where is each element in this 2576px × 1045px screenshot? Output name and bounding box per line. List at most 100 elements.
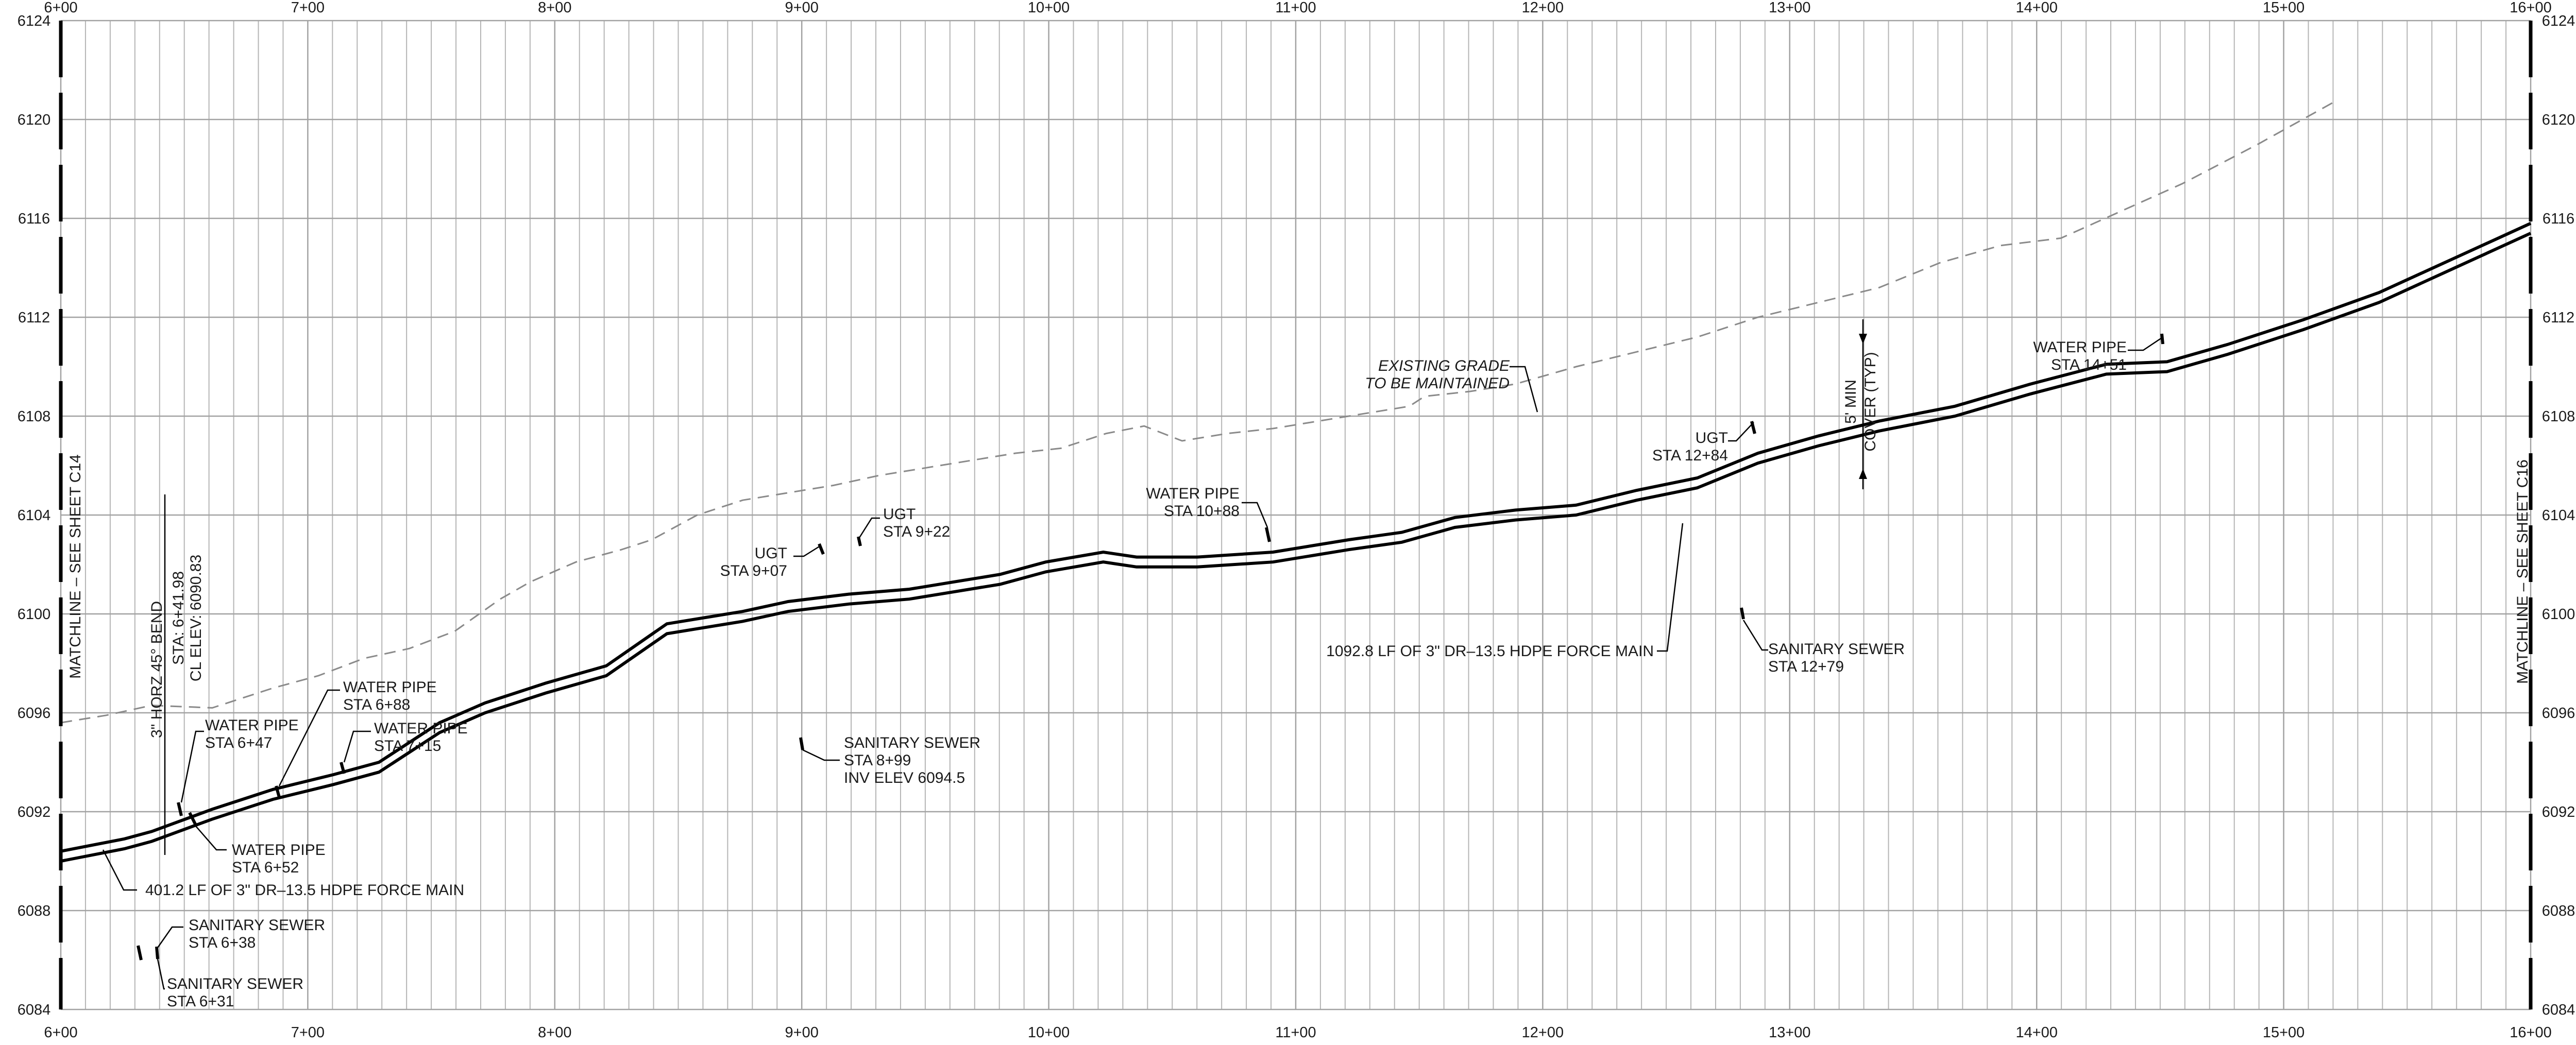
- label-water-pipe-14-51-line: WATER PIPE: [2033, 339, 2127, 356]
- leader-water-pipe-7-15: [343, 730, 371, 763]
- bend-label-details-line: CL ELEV: 6090.83: [188, 555, 205, 681]
- marker-sanitary-sewer-12-79: [1740, 607, 1745, 620]
- y-tick-label-right: 6124: [2542, 13, 2575, 29]
- x-tick-label-top: 15+00: [2263, 0, 2304, 16]
- series-existing-grade: [60, 101, 2334, 724]
- leader-sanitary-sewer-6-38: [157, 926, 183, 948]
- label-sanitary-sewer-8-99-line: INV ELEV 6094.5: [844, 769, 965, 786]
- matchline-right-label: MATCHLINE – SEE SHEET C16: [2514, 459, 2531, 684]
- leader-ugt-9-07: [793, 545, 821, 557]
- x-tick-label-top: 8+00: [538, 0, 571, 16]
- y-tick-label-right: 6104: [2542, 507, 2575, 524]
- label-water-pipe-7-15: WATER PIPE STA 7+15: [374, 720, 468, 755]
- y-tick-label-left: 6112: [18, 310, 50, 326]
- label-existing-grade-line: EXISTING GRADE: [1378, 357, 1510, 374]
- leader-water-pipe-14-51: [2128, 337, 2162, 351]
- label-water-pipe-10-88-line: STA 10+88: [1164, 503, 1240, 520]
- leader-water-pipe-6-52: [195, 826, 227, 851]
- leader-sanitary-sewer-6-31: [157, 958, 165, 990]
- marker-water-pipe-7-15: [340, 762, 346, 774]
- matchlines: [59, 21, 2533, 1009]
- label-water-pipe-6-52-line: STA 6+52: [232, 859, 299, 876]
- label-force-main-2: 1092.8 LF OF 3" DR–13.5 HDPE FORCE MAIN: [1326, 643, 1654, 660]
- y-tick-label-right: 6112: [2543, 310, 2574, 326]
- x-tick-label-bottom: 16+00: [2510, 1024, 2551, 1041]
- label-existing-grade-line: TO BE MAINTAINED: [1365, 375, 1510, 392]
- x-tick-label-bottom: 13+00: [1769, 1024, 1810, 1041]
- y-tick-label-left: 6084: [18, 1002, 51, 1018]
- label-water-pipe-14-51: WATER PIPE STA 14+51: [2033, 339, 2127, 373]
- label-water-pipe-6-47: WATER PIPE STA 6+47: [205, 717, 299, 751]
- label-sanitary-sewer-6-38-line: STA 6+38: [189, 934, 256, 951]
- matchline-left-label-line: MATCHLINE – SEE SHEET C14: [67, 454, 84, 679]
- y-tick-label-left: 6088: [18, 903, 51, 919]
- label-min-cover-1-line: 5' MIN: [1842, 380, 1859, 424]
- marker-sanitary-sewer-8-99: [799, 737, 804, 750]
- label-sanitary-sewer-12-79: SANITARY SEWER STA 12+79: [1768, 641, 1905, 675]
- marker-water-pipe-6-88: [275, 785, 281, 798]
- marker-water-pipe-10-88: [1265, 527, 1271, 542]
- y-tick-label-right: 6096: [2542, 705, 2575, 722]
- x-tick-label-bottom: 8+00: [538, 1024, 571, 1041]
- matchline-right-label-line: MATCHLINE – SEE SHEET C16: [2514, 459, 2531, 684]
- y-tick-label-left: 6100: [18, 606, 51, 623]
- x-tick-label-top: 13+00: [1769, 0, 1810, 16]
- marker-ugt-9-22: [857, 536, 862, 546]
- x-tick-label-bottom: 6+00: [44, 1024, 77, 1041]
- label-ugt-9-07: UGT STA 9+07: [720, 545, 787, 579]
- marker-water-pipe-14-51: [2160, 333, 2164, 345]
- label-min-cover-2-line: COVER (TYP): [1862, 352, 1879, 451]
- marker-water-pipe-6-47: [177, 802, 183, 816]
- label-water-pipe-10-88: WATER PIPE STA 10+88: [1146, 485, 1240, 520]
- y-tick-label-left: 6092: [18, 804, 51, 820]
- label-water-pipe-6-47-line: WATER PIPE: [205, 717, 299, 734]
- label-sanitary-sewer-6-31-line: SANITARY SEWER: [167, 975, 303, 992]
- y-tick-label-right: 6120: [2542, 112, 2575, 128]
- label-sanitary-sewer-6-31: SANITARY SEWER STA 6+31: [167, 975, 303, 1010]
- x-tick-label-top: 9+00: [785, 0, 819, 16]
- marker-sanitary-sewer-6-38: [137, 945, 143, 961]
- x-tick-label-bottom: 14+00: [2015, 1024, 2057, 1041]
- bend-label-title: 3" HORZ 45° BEND: [148, 601, 165, 738]
- x-tick-label-top: 14+00: [2015, 0, 2057, 16]
- min-cover-arrow-top: [1859, 334, 1867, 344]
- leader-water-pipe-6-88: [278, 689, 340, 786]
- y-tick-label-right: 6108: [2542, 408, 2575, 425]
- bend-label-details-line: STA: 6+41.98: [170, 571, 187, 665]
- x-tick-label-top: 6+00: [44, 0, 77, 16]
- leader-force-main-2: [1657, 523, 1684, 652]
- label-water-pipe-6-88-line: WATER PIPE: [343, 679, 437, 696]
- label-sanitary-sewer-8-99-line: STA 8+99: [844, 752, 911, 769]
- label-ugt-12-84-line: UGT: [1696, 430, 1728, 447]
- x-tick-label-top: 10+00: [1028, 0, 1070, 16]
- leader-sanitary-sewer-12-79: [1742, 620, 1768, 651]
- leader-ugt-12-84: [1728, 422, 1754, 442]
- label-min-cover-1: 5' MIN: [1842, 380, 1859, 424]
- label-water-pipe-7-15-line: STA 7+15: [374, 738, 441, 755]
- y-tick-label-left: 6108: [18, 408, 51, 425]
- label-sanitary-sewer-8-99-line: SANITARY SEWER: [844, 734, 980, 751]
- label-water-pipe-6-52: WATER PIPE STA 6+52: [232, 842, 326, 876]
- label-ugt-9-07-line: STA 9+07: [720, 562, 787, 579]
- x-tick-label-bottom: 9+00: [785, 1024, 819, 1041]
- label-water-pipe-6-88: WATER PIPE STA 6+88: [343, 679, 437, 713]
- bend-label-details: STA: 6+41.98CL ELEV: 6090.83: [170, 555, 205, 681]
- leader-ugt-9-22: [858, 517, 880, 538]
- min-cover-arrow-bottom: [1859, 469, 1867, 479]
- profile-curves: [60, 101, 2532, 863]
- label-water-pipe-7-15-line: WATER PIPE: [374, 720, 468, 737]
- marker-water-pipe-6-52: [188, 812, 197, 826]
- label-sanitary-sewer-12-79-line: STA 12+79: [1768, 658, 1844, 675]
- leader-existing-grade: [1510, 366, 1538, 413]
- leader-force-main-1: [102, 849, 137, 891]
- label-ugt-9-22: UGT STA 9+22: [883, 506, 950, 540]
- bend-label-title-line: 3" HORZ 45° BEND: [148, 601, 165, 738]
- x-tick-label-bottom: 10+00: [1028, 1024, 1070, 1041]
- series-force-main-bottom: [60, 232, 2532, 863]
- leader-water-pipe-10-88: [1242, 502, 1268, 528]
- x-tick-label-bottom: 11+00: [1275, 1024, 1316, 1041]
- x-tick-label-top: 16+00: [2510, 0, 2551, 16]
- label-water-pipe-14-51-line: STA 14+51: [2051, 356, 2127, 373]
